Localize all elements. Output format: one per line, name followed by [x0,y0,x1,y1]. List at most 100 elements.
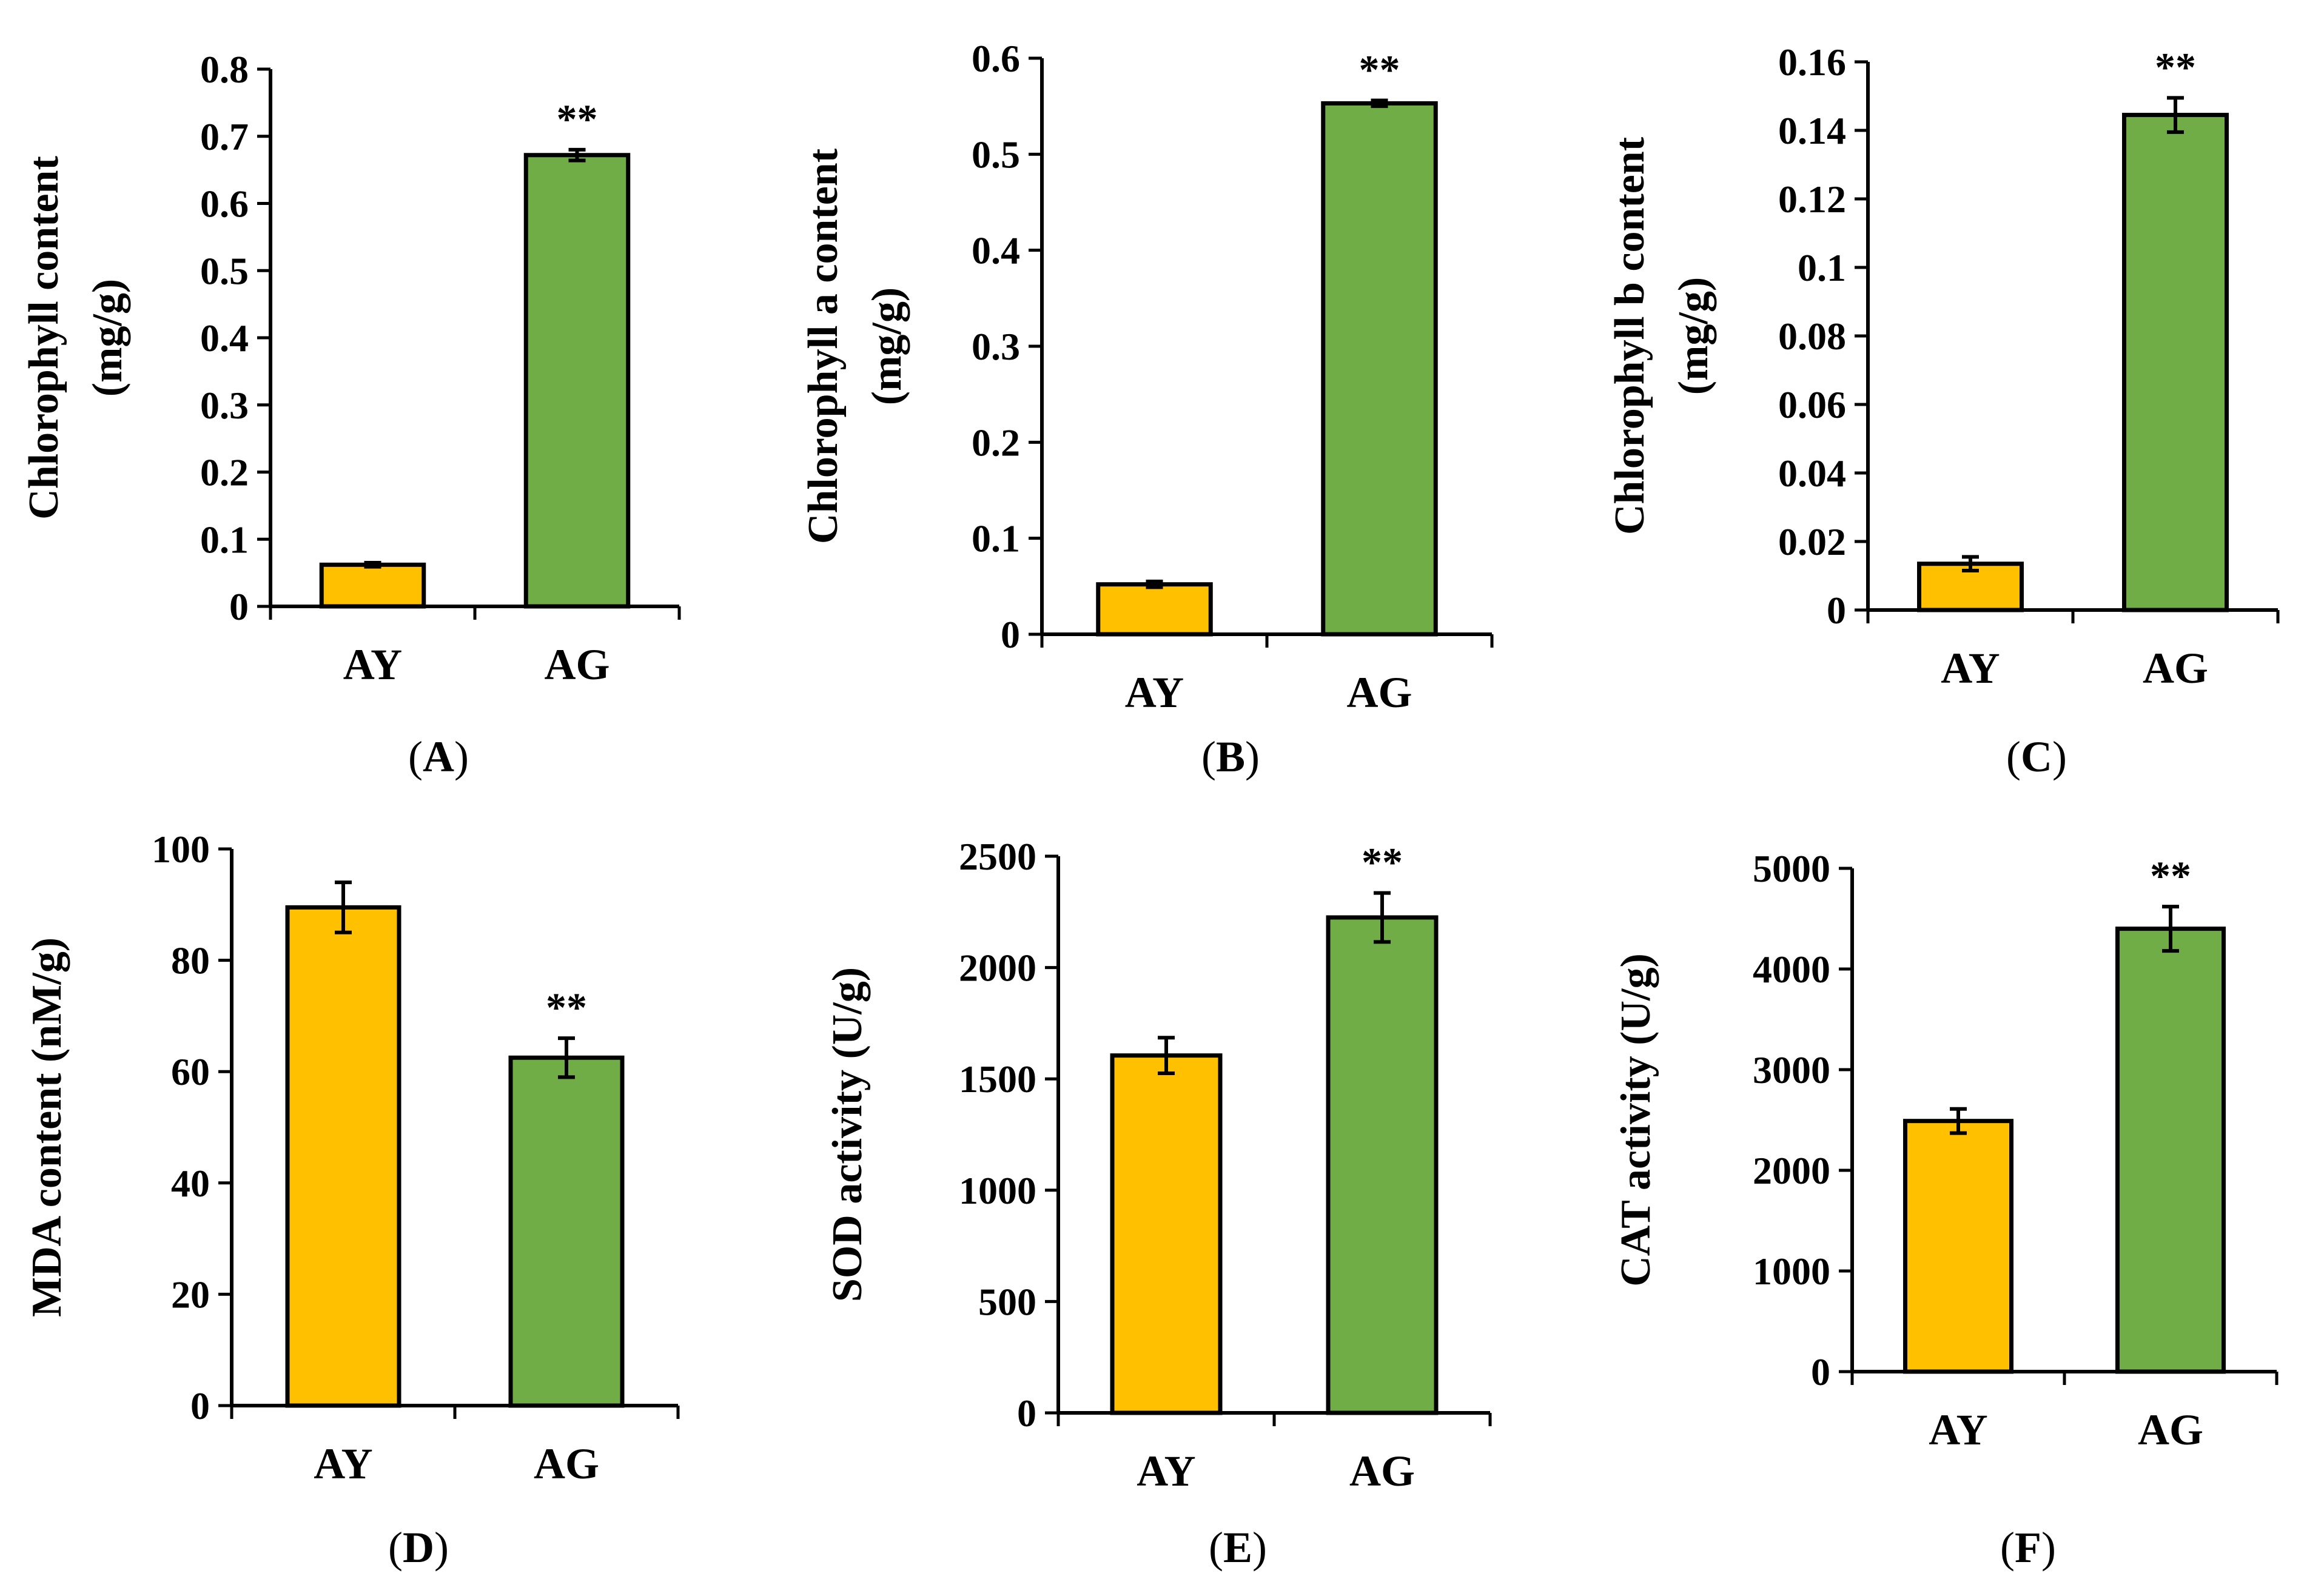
y-tick-label: 0 [1017,1392,1036,1435]
y-tick-label: 0 [1827,589,1846,632]
y-tick-label: 0 [190,1384,210,1427]
y-axis-label: (mg/g) [84,279,131,397]
panel-letter: B [1216,733,1245,781]
y-tick-label: 0.1 [1798,246,1846,289]
significance-marker: ** [546,984,587,1030]
y-tick-label: 0.16 [1778,41,1846,84]
chart-panel-c: 0 0.02 0.04 0.06 0.08 0.1 0.12 0.14 0.16 AY ** AG Ch… [1607,41,2280,781]
y-tick-label: 3000 [1753,1048,1830,1091]
x-category-label: AG [1349,1447,1415,1495]
panel-label: (B) [1201,733,1260,781]
x-category-label: AG [1347,668,1412,717]
x-category-label: AY [314,1440,372,1488]
y-tick-label: 0.12 [1778,178,1846,221]
bar-ay [319,562,426,609]
y-tick-label: 0.6 [200,183,249,226]
panel-label: (D) [388,1523,449,1572]
significance-marker: ** [2150,853,2191,899]
panel-letter: A [423,733,454,781]
panel-label-open: ( [388,1523,403,1572]
chart-panel-b: 0 0.1 0.2 0.3 0.4 0.5 0.6 AY ** AG Chlorophyll a c… [800,37,1494,781]
y-tick-label: 0.7 [200,115,249,158]
y-tick-label: 4000 [1753,948,1830,991]
panel-label-close: ) [1245,733,1260,781]
panel-label: (F) [2000,1523,2056,1572]
panel-letter: C [2021,733,2052,781]
panel-label-open: ( [1201,733,1216,781]
significance-marker: ** [557,96,598,142]
chart-panel-f: 0 1000 2000 3000 4000 5000 AY ** AG CAT activity … [1613,847,2279,1572]
bar-ag [1326,915,1439,1415]
x-category-label: AG [534,1440,599,1488]
y-axis-label: Chlorophyll content [21,156,67,520]
bar-ay [1110,1053,1223,1415]
y-tick-label: 0.14 [1778,109,1846,152]
significance-marker: ** [1362,839,1403,885]
y-tick-label: 0.2 [972,421,1020,464]
y-tick-label: 0.4 [200,317,249,360]
panel-label: (E) [1209,1523,1267,1572]
bar-ay [1917,562,2024,612]
panel-letter: D [403,1523,434,1572]
y-tick-label: 0.6 [972,37,1020,80]
y-tick-label: 0.4 [972,229,1020,272]
bar-ag [2122,113,2229,612]
panel-label-close: ) [2041,1523,2056,1572]
y-tick-label: 0.3 [200,384,249,427]
y-tick-label: 0 [1001,613,1020,656]
y-tick-label: 80 [171,939,210,982]
significance-marker: ** [2155,44,2196,90]
y-tick-label: 2500 [959,835,1036,878]
panel-label-close: ) [2052,733,2067,781]
bar-ay [1903,1119,2013,1374]
y-tick-label: 5000 [1753,847,1830,890]
x-category-label: AG [2143,644,2208,692]
y-axis-label: Chlorophyll b content [1607,137,1653,535]
y-tick-label: 0.08 [1778,315,1846,358]
y-tick-label: 60 [171,1050,210,1093]
y-tick-label: 1000 [1753,1250,1830,1293]
y-tick-label: 0.04 [1778,452,1846,495]
y-tick-label: 0.3 [972,325,1020,368]
chart-panel-d: 0 20 40 60 80 100 AY ** AG MDA content (nM/g) (D) [24,828,680,1572]
y-axis-label: MDA content (nM/g) [24,937,70,1317]
y-tick-label: 0.2 [200,451,249,494]
panel-label: (C) [2006,733,2067,781]
y-tick-label: 0.06 [1778,383,1846,426]
y-tick-label: 0.8 [200,48,249,91]
x-category-label: AY [343,640,402,689]
x-category-label: AY [1929,1406,1987,1454]
panel-letter: E [1223,1523,1252,1572]
x-category-label: AY [1125,668,1184,717]
y-tick-label: 0 [1811,1350,1830,1393]
x-category-label: AY [1137,1447,1195,1495]
y-tick-label: 100 [152,828,210,871]
y-tick-label: 500 [978,1280,1036,1323]
bar-ag [1321,101,1438,637]
bar-ay [285,905,401,1408]
y-tick-label: 2000 [1753,1149,1830,1192]
panel-label-open: ( [2000,1523,2015,1572]
y-axis-label: (mg/g) [864,287,910,405]
y-tick-label: 0.5 [972,133,1020,176]
chart-panel-e: 0 500 1000 1500 2000 2500 AY ** AG SOD activity (… [824,835,1492,1572]
y-tick-label: 0 [229,585,249,628]
panel-letter: F [2015,1523,2041,1572]
x-category-label: AY [1941,644,2000,692]
panel-label-close: ) [434,1523,449,1572]
y-tick-label: 2000 [959,947,1036,990]
y-tick-label: 1500 [959,1058,1036,1101]
y-axis-label: SOD activity (U/g) [824,967,871,1302]
bar-ag [508,1055,625,1408]
panel-label-open: ( [1209,1523,1223,1572]
x-category-label: AG [545,640,610,689]
panel-label: (A) [408,733,469,781]
y-axis-label: (mg/g) [1670,277,1717,395]
bar-ag [2115,927,2226,1374]
y-axis-label: CAT activity (U/g) [1613,953,1659,1287]
y-tick-label: 20 [171,1273,210,1316]
bar-ay [1096,582,1213,637]
y-axis-label: Chlorophyll a content [800,149,847,544]
panel-label-open: ( [408,733,423,781]
